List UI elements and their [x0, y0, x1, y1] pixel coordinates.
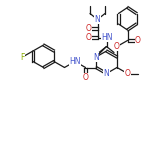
Text: N: N — [95, 15, 100, 24]
Text: HN: HN — [69, 57, 81, 66]
Text: O: O — [82, 74, 88, 82]
Text: N: N — [93, 52, 99, 62]
Text: O: O — [135, 36, 141, 45]
Text: O: O — [124, 69, 130, 78]
Text: O: O — [85, 33, 91, 42]
Text: O: O — [85, 24, 91, 33]
Text: O: O — [114, 42, 120, 51]
Text: F: F — [20, 52, 25, 62]
Text: HN: HN — [101, 33, 112, 42]
Text: N: N — [104, 69, 109, 78]
